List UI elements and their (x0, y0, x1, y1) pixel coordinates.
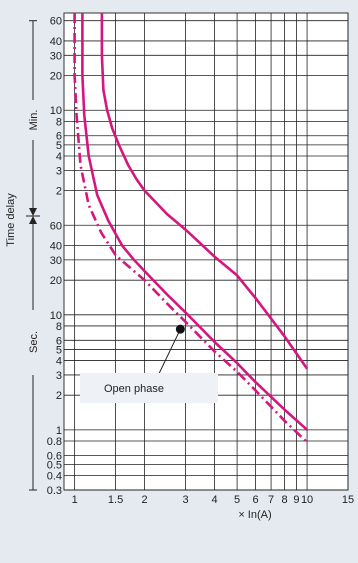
y-tick-label: 6 (56, 335, 62, 347)
y-tick-label: 0.6 (47, 450, 62, 462)
y-tick-label: 40 (50, 241, 62, 253)
annotation-group: Open phase (80, 324, 218, 403)
series-group (73, 13, 309, 444)
y-tick-label: 8 (56, 321, 62, 333)
y-tick-label: 0.5 (47, 459, 62, 471)
x-tick-label: 1.5 (108, 494, 123, 506)
x-axis-label: × In(A) (238, 509, 271, 521)
y-segment-label-min: Min. (28, 110, 40, 131)
annotation-box (80, 373, 218, 403)
y-tick-labels: 6040302010865432604030201086543210.80.60… (47, 16, 62, 497)
x-tick-label: 8 (281, 494, 287, 506)
x-tick-label: 2 (142, 494, 148, 506)
split-arrow-up (29, 216, 37, 224)
y-tick-label: 8 (56, 116, 62, 128)
y-tick-label: 6 (56, 131, 62, 143)
y-tick-label: 0.3 (47, 485, 62, 497)
x-tick-label: 1 (72, 494, 78, 506)
y-tick-label: 0.8 (47, 436, 62, 448)
annotation-leader-line (157, 328, 181, 376)
x-tick-label: 4 (212, 494, 218, 506)
y-tick-label: 2 (56, 390, 62, 402)
y-tick-label: 3 (56, 165, 62, 177)
y-tick-label: 20 (50, 275, 62, 287)
split-arrow-down (29, 208, 37, 216)
grid (64, 13, 349, 491)
y-tick-label: 10 (50, 105, 62, 117)
y-tick-label: 30 (50, 255, 62, 267)
y-tick-label: 4 (56, 151, 62, 163)
y-tick-label: 2 (56, 186, 62, 198)
y-tick-label: 4 (56, 356, 62, 368)
series-line-2 (81, 13, 308, 431)
plot-area (63, 12, 349, 491)
y-tick-label: 10 (50, 310, 62, 322)
y-axis-labels: Min. Sec. Time delay (5, 20, 40, 491)
x-tick-label: 9 (293, 494, 299, 506)
x-tick-labels: 1 1.5 2 3 4 5 6 7 8 9 10 15 (72, 494, 355, 506)
y-tick-label: 60 (50, 220, 62, 232)
y-segment-label-sec: Sec. (28, 331, 40, 353)
y-tick-label: 5 (56, 140, 62, 152)
x-tick-label: 6 (252, 494, 258, 506)
y-tick-label: 0.4 (47, 471, 62, 483)
y-axis-title: Time delay (5, 193, 17, 247)
y-tick-label: 5 (56, 344, 62, 356)
annotation-label: Open phase (104, 383, 164, 395)
y-tick-label: 40 (50, 36, 62, 48)
y-tick-label: 1 (56, 425, 62, 437)
x-tick-label: 7 (268, 494, 274, 506)
x-tick-label: 10 (301, 494, 313, 506)
x-tick-label: 5 (234, 494, 240, 506)
annotation-marker (175, 324, 185, 334)
series-line-3 (73, 13, 308, 444)
y-tick-label: 3 (56, 370, 62, 382)
x-tick-label: 15 (342, 494, 354, 506)
x-tick-label: 3 (182, 494, 188, 506)
y-tick-label: 30 (50, 50, 62, 62)
series-line-1 (100, 13, 309, 370)
y-tick-label: 60 (50, 16, 62, 28)
y-tick-label: 20 (50, 71, 62, 83)
